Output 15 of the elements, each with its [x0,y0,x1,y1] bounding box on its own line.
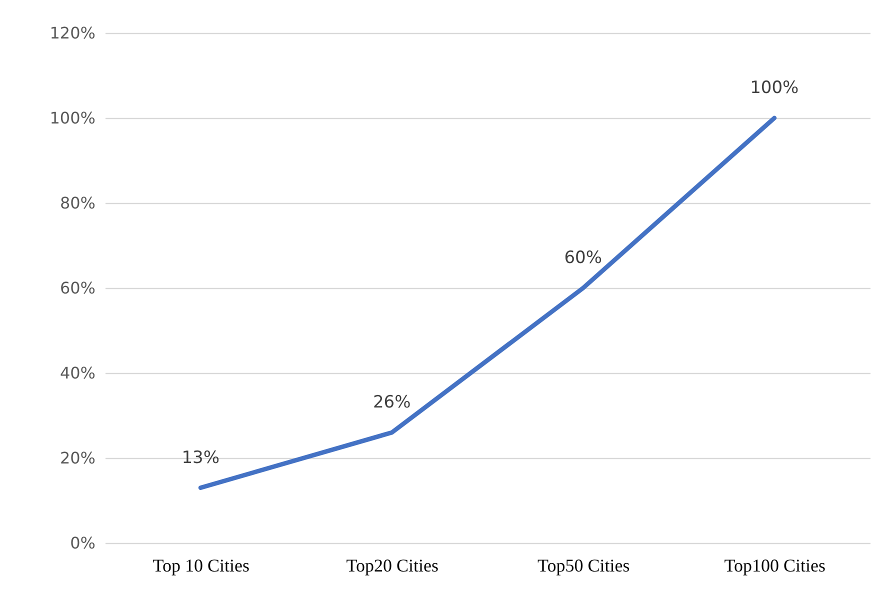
x-tick-label: Top100 Cities [724,556,826,576]
y-tick-label: 60% [60,278,96,298]
y-tick-label: 100% [50,108,96,128]
x-tick-label: Top 10 Cities [152,556,250,576]
data-label: 60% [564,248,602,268]
x-tick-label: Top20 Cities [346,556,438,576]
y-tick-label: 120% [50,24,96,42]
y-tick-label: 20% [60,448,96,468]
data-label: 13% [182,448,220,468]
y-tick-label: 0% [70,534,96,552]
x-tick-label: Top50 Cities [538,556,630,576]
data-label: 26% [372,392,411,412]
y-tick-label: 40% [60,364,96,382]
data-label: 100% [750,78,799,98]
y-tick-label: 80% [60,194,96,212]
